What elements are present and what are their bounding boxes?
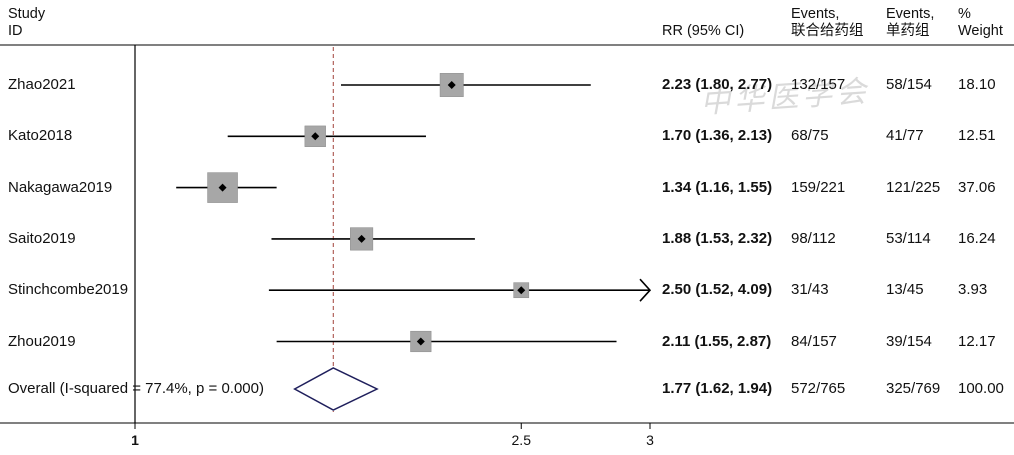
study-label-3: Saito2019 [8,229,76,247]
weight-6: 100.00 [958,380,1004,397]
overall-diamond [293,367,379,411]
weight-4: 3.93 [958,281,988,299]
header-events-mono: Events, 单药组 [886,6,934,40]
ci-arrow-Stinchcombe2019 [639,278,652,302]
study-label-1: Kato2018 [8,127,73,145]
point-estimate-Nakagawa2019 [218,183,227,192]
events-combo-5: 84/157 [791,332,837,350]
events-mono-1: 41/77 [886,127,924,145]
rr-ci-5: 2.11 (1.55, 2.87) [662,332,772,350]
rr-ci-4: 2.50 (1.52, 4.09) [662,281,773,299]
weight-5: 12.17 [958,332,996,350]
events-combo-6: 572/765 [791,380,846,397]
events-combo-3: 98/112 [791,229,836,247]
events-mono-5: 39/154 [886,332,932,350]
rr-ci-0: 2.23 (1.80, 2.77) [662,76,773,93]
header-events-combo-line1: Events, [791,6,840,22]
header-events-combo-line2: 联合给药组 [791,23,864,39]
study-label-4: Stinchcombe2019 [8,281,129,299]
events-mono-4: 13/45 [886,281,924,299]
x-tick-label-1: 2.5 [512,432,532,448]
x-tick-label-2: 3 [646,432,654,448]
overall-label: Overall (I-squared = 77.4%, p = 0.000) [8,380,264,397]
header-weight-line1: % [958,6,971,22]
events-mono-3: 53/114 [886,229,931,247]
study-label-2: Nakagawa2019 [8,178,113,196]
study-label-0: Zhao2021 [8,76,76,93]
events-combo-0: 132/157 [791,76,846,93]
header-study-line1: Study [8,6,46,22]
header-weight: % Weight [958,6,1003,40]
point-estimate-Zhao2021 [447,81,456,89]
x-tick-label-0: 1 [131,432,139,448]
point-estimate-Saito2019 [357,234,366,243]
events-combo-2: 159/221 [791,178,846,196]
events-mono-2: 121/225 [886,178,941,196]
point-estimate-Kato2018 [311,132,320,141]
weight-0: 18.10 [958,76,996,93]
point-estimate-Stinchcombe2019 [517,286,526,295]
header-events-combo: Events, 联合给药组 [791,6,864,40]
point-estimate-Zhou2019 [416,337,425,346]
rr-ci-1: 1.70 (1.36, 2.13) [662,127,773,145]
events-combo-1: 68/75 [791,127,829,145]
weight-1: 12.51 [958,127,996,145]
header-rr: RR (95% CI) [662,23,745,39]
events-combo-4: 31/43 [791,281,829,299]
rr-ci-6: 1.77 (1.62, 1.94) [662,380,773,397]
header-study: Study ID [8,6,45,40]
events-mono-0: 58/154 [886,76,932,93]
rr-ci-3: 1.88 (1.53, 2.32) [662,229,773,247]
header-events-mono-line1: Events, [886,6,935,22]
study-label-5: Zhou2019 [8,332,76,350]
rr-ci-2: 1.34 (1.16, 1.55) [662,178,773,196]
header-events-mono-line2: 单药组 [886,23,930,39]
events-mono-6: 325/769 [886,380,941,397]
weight-3: 16.24 [958,229,996,247]
header-weight-line2: Weight [958,23,1003,39]
header-study-line2: ID [8,23,23,39]
weight-2: 37.06 [958,178,996,196]
